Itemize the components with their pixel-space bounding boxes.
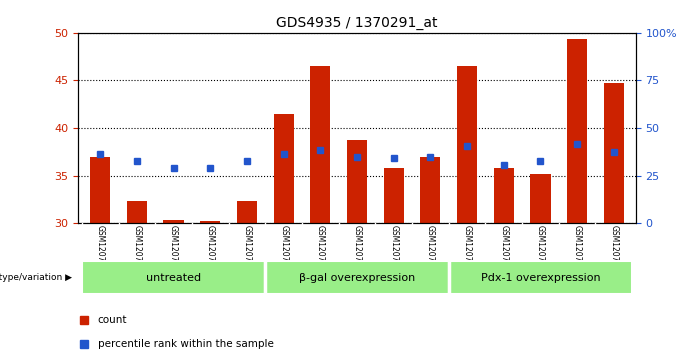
Text: GSM1207012: GSM1207012 — [243, 225, 252, 276]
Bar — [90, 156, 110, 223]
Text: GSM1207010: GSM1207010 — [389, 225, 398, 276]
Bar — [237, 201, 257, 223]
Text: GSM1207003: GSM1207003 — [133, 225, 141, 276]
Text: Pdx-1 overexpression: Pdx-1 overexpression — [481, 273, 600, 283]
Bar — [530, 174, 551, 223]
Text: GSM1207004: GSM1207004 — [316, 225, 325, 276]
Text: GSM1207001: GSM1207001 — [279, 225, 288, 276]
Text: untreated: untreated — [146, 273, 201, 283]
Text: GSM1207005: GSM1207005 — [499, 225, 508, 276]
Bar — [604, 83, 624, 223]
Bar — [457, 66, 477, 223]
Bar — [310, 66, 330, 223]
Bar — [347, 140, 367, 223]
Title: GDS4935 / 1370291_at: GDS4935 / 1370291_at — [276, 16, 438, 30]
Text: GSM1207006: GSM1207006 — [169, 225, 178, 276]
Text: GSM1207009: GSM1207009 — [206, 225, 215, 276]
Bar — [273, 114, 294, 223]
Bar — [567, 39, 588, 223]
Text: GSM1207014: GSM1207014 — [609, 225, 618, 276]
Text: β-gal overexpression: β-gal overexpression — [299, 273, 415, 283]
Bar — [384, 168, 404, 223]
Text: GSM1207000: GSM1207000 — [96, 225, 105, 276]
Bar — [126, 201, 147, 223]
Bar — [420, 156, 441, 223]
Bar — [494, 168, 514, 223]
Bar — [265, 261, 449, 294]
Text: count: count — [98, 315, 127, 325]
Bar — [449, 261, 632, 294]
Text: GSM1207011: GSM1207011 — [573, 225, 581, 276]
Text: GSM1207013: GSM1207013 — [426, 225, 435, 276]
Bar — [200, 221, 220, 223]
Text: GSM1207002: GSM1207002 — [462, 225, 471, 276]
Text: percentile rank within the sample: percentile rank within the sample — [98, 339, 273, 349]
Text: genotype/variation ▶: genotype/variation ▶ — [0, 273, 72, 282]
Bar — [163, 220, 184, 223]
Text: GSM1207008: GSM1207008 — [536, 225, 545, 276]
Text: GSM1207007: GSM1207007 — [352, 225, 362, 276]
Bar — [82, 261, 265, 294]
